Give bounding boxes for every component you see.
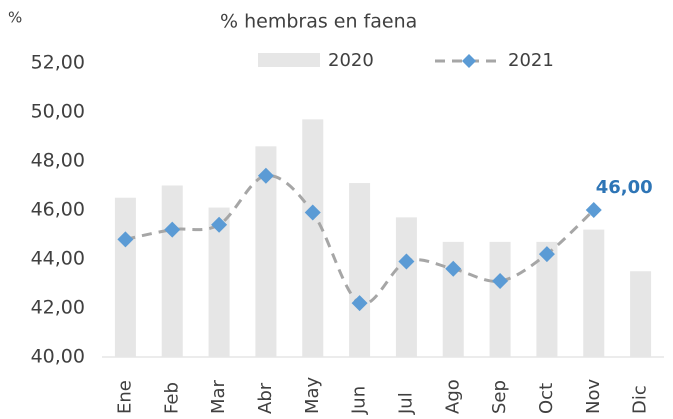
marker (538, 246, 555, 263)
x-tick-label: Mar (208, 379, 229, 414)
marker (351, 295, 368, 312)
marker (398, 253, 415, 270)
bar (442, 241, 464, 357)
bar (114, 197, 136, 357)
bar (583, 229, 605, 357)
x-tick-label: Ene (114, 380, 135, 414)
data-label: 46,00 (596, 177, 653, 198)
y-tick-label: 42,00 (31, 297, 85, 319)
bar (395, 217, 417, 357)
marker (492, 273, 509, 290)
chart-title: % hembras en faena (220, 11, 417, 33)
y-tick-label: 52,00 (31, 52, 85, 74)
x-tick-label: Abr (255, 382, 276, 414)
marker (117, 231, 134, 248)
bar (536, 241, 558, 357)
legend-label: 2020 (328, 50, 374, 71)
marker (585, 202, 602, 218)
x-tick-label: Nov (583, 379, 604, 414)
bar (630, 271, 652, 357)
bar (349, 183, 371, 357)
marker (304, 204, 321, 221)
x-tick-label: May (302, 376, 323, 414)
legend-marker (462, 54, 476, 68)
bar (302, 119, 324, 357)
y-tick-label: 50,00 (31, 101, 85, 123)
x-tick-label: Ago (442, 379, 463, 414)
bar (208, 207, 230, 357)
y-tick-label: 48,00 (31, 150, 85, 172)
bar (161, 185, 183, 357)
y-unit: % (8, 9, 22, 27)
bar (255, 146, 277, 357)
marker (211, 216, 228, 233)
x-tick-label: Oct (536, 383, 557, 414)
x-tick-label: Jun (349, 386, 370, 415)
y-tick-label: 46,00 (31, 199, 85, 221)
marker (257, 167, 274, 184)
x-tick-label: Feb (161, 382, 182, 414)
marker (164, 221, 181, 238)
x-tick-label: Dic (630, 385, 651, 414)
legend-swatch (258, 53, 320, 67)
y-tick-label: 44,00 (31, 248, 85, 270)
legend-label: 2021 (508, 50, 554, 71)
marker (445, 260, 462, 277)
bar (489, 241, 511, 357)
x-tick-label: Jul (395, 392, 416, 415)
x-tick-label: Sep (489, 380, 510, 414)
y-tick-label: 40,00 (31, 346, 85, 368)
